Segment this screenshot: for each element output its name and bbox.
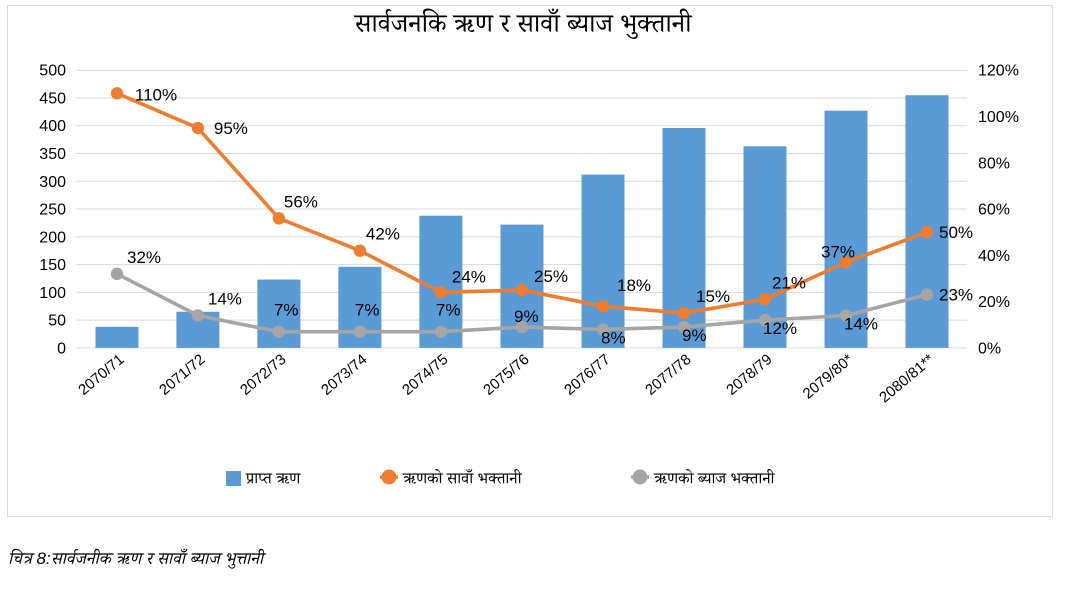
svg-text:500: 500 [39,63,66,80]
svg-text:2074/75: 2074/75 [399,351,451,399]
svg-text:प्राप्त ऋण: प्राप्त ऋण [245,471,301,488]
svg-text:450: 450 [39,91,66,108]
svg-text:14%: 14% [208,290,242,309]
svg-text:350: 350 [39,146,66,163]
svg-text:2080/81**: 2080/81** [876,351,938,406]
svg-text:300: 300 [39,174,66,191]
svg-text:2075/76: 2075/76 [480,351,532,399]
svg-text:400: 400 [39,118,66,135]
svg-text:250: 250 [39,202,66,219]
svg-text:23%: 23% [939,286,973,305]
svg-text:60%: 60% [978,202,1010,219]
svg-text:50%: 50% [939,223,973,242]
svg-text:18%: 18% [617,276,651,295]
svg-text:32%: 32% [127,248,161,267]
svg-text:0%: 0% [978,340,1001,357]
svg-text:ऋणको ब्याज भक्तानी: ऋणको ब्याज भक्तानी [653,470,776,488]
svg-text:9%: 9% [514,307,539,326]
svg-text:25%: 25% [534,267,568,286]
svg-text:24%: 24% [452,267,486,286]
svg-text:150: 150 [39,257,66,274]
svg-text:2071/72: 2071/72 [156,351,208,399]
svg-text:7%: 7% [274,301,299,320]
svg-text:7%: 7% [355,301,380,320]
svg-text:2070/71: 2070/71 [75,351,127,399]
svg-text:80%: 80% [978,155,1010,172]
svg-text:0: 0 [57,340,66,357]
svg-text:2072/73: 2072/73 [237,351,289,399]
svg-text:100: 100 [39,285,66,302]
svg-text:200: 200 [39,229,66,246]
svg-text:2077/78: 2077/78 [642,351,694,399]
svg-text:2073/74: 2073/74 [318,351,370,399]
svg-text:12%: 12% [763,319,797,338]
svg-text:20%: 20% [978,294,1010,311]
svg-text:7%: 7% [436,301,461,320]
svg-text:2076/77: 2076/77 [561,351,613,399]
svg-text:120%: 120% [978,63,1019,80]
svg-text:15%: 15% [696,287,730,306]
svg-text:14%: 14% [844,315,878,334]
svg-text:ऋणको सावाँ भक्तानी: ऋणको सावाँ भक्तानी [402,469,523,488]
svg-text:50: 50 [48,313,66,330]
svg-text:37%: 37% [821,242,855,261]
svg-text:95%: 95% [214,119,248,138]
svg-text:100%: 100% [978,109,1019,126]
svg-text:2078/79: 2078/79 [723,351,775,399]
svg-text:8%: 8% [601,328,626,347]
svg-text:42%: 42% [366,225,400,244]
svg-text:21%: 21% [772,273,806,292]
svg-text:110%: 110% [135,85,177,104]
svg-text:56%: 56% [284,192,318,211]
svg-text:9%: 9% [682,326,707,345]
svg-text:40%: 40% [978,248,1010,265]
svg-text:2079/80*: 2079/80* [800,351,857,403]
